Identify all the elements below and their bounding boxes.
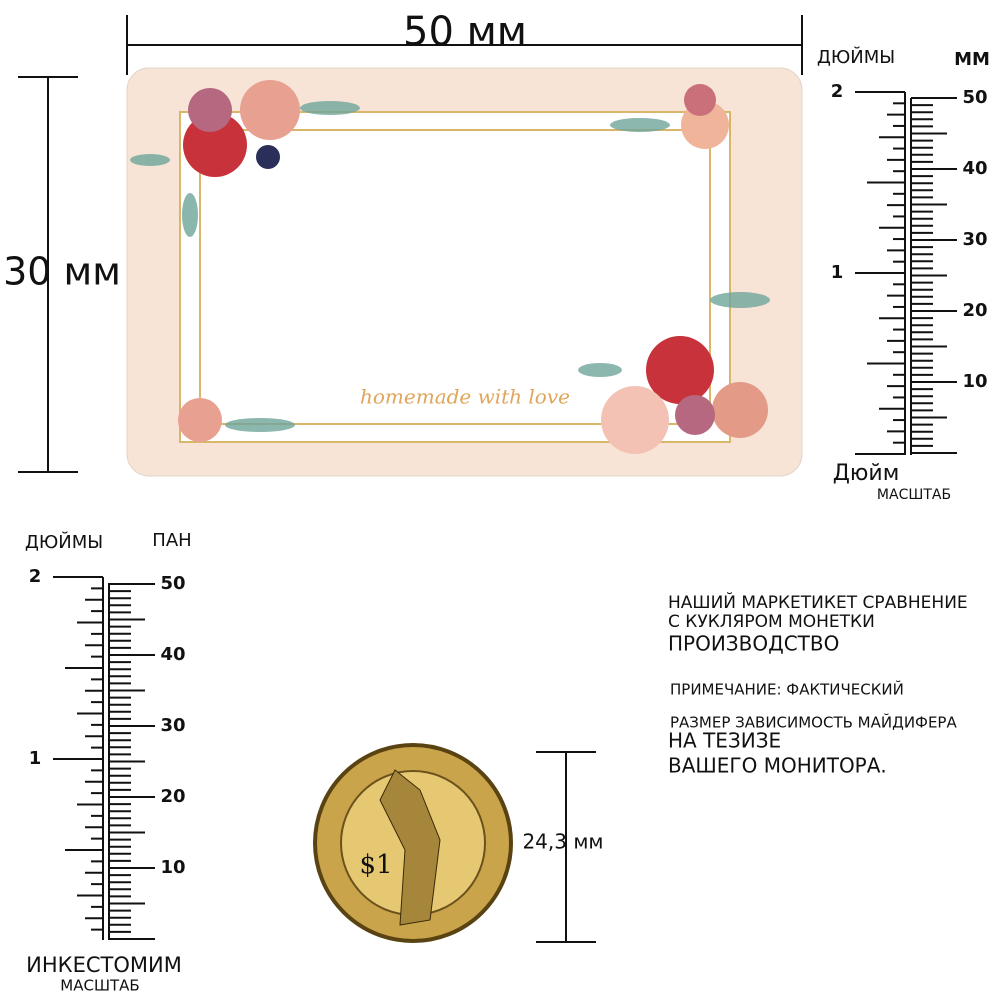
ruler-mm-label: 30: [962, 229, 987, 250]
note: НАШИЙ МАРКЕТИКЕТ СРАВНЕНИЕ С КУКЛЯРОМ МО…: [668, 591, 968, 778]
ruler-inch-label: 1: [29, 748, 42, 769]
note-line: С КУКЛЯРОМ МОНЕТКИ: [668, 612, 875, 632]
ruler-footer-sub: МАСШТАБ: [60, 977, 139, 995]
note-line: ПРОИЗВОДСТВО: [668, 632, 839, 656]
note-line: РАЗМЕР ЗАВИСИМОСТЬ МАЙДИФЕРА: [670, 713, 957, 732]
ruler-mm-label: 10: [160, 857, 185, 878]
ruler-mm-label: 20: [160, 786, 185, 807]
ruler-inch-label: 2: [831, 81, 844, 102]
ruler-footer-sub: МАСШТАБ: [877, 487, 951, 503]
ruler-mm-label: 50: [160, 573, 185, 594]
note-line: НА ТЕЗИЗЕ: [668, 729, 781, 753]
ruler-mm-label: 50: [962, 87, 987, 108]
ruler-mm-label: 10: [962, 371, 987, 392]
coin-denomination: $1: [359, 850, 392, 880]
ruler-mm-label: 20: [962, 300, 987, 321]
gold-frame: [179, 111, 731, 443]
card-script-text: homemade with love: [360, 385, 570, 409]
coin: [313, 743, 513, 943]
ruler-footer: ИНКЕСТОМИМ: [26, 953, 182, 977]
note-line: ВАШЕГО МОНИТОРА.: [668, 754, 887, 778]
gold-frame: [199, 129, 711, 425]
ruler-inch-label: 1: [831, 262, 844, 283]
ruler-inch-label: 2: [29, 566, 42, 587]
ruler-inch-header: ДЮЙМЫ: [817, 46, 895, 68]
ruler-mm-label: 30: [160, 715, 185, 736]
width-label: 50 мм: [403, 9, 527, 55]
ruler-footer: Дюйм: [833, 461, 900, 486]
ruler-inch-header: ДЮЙМЫ: [25, 531, 103, 553]
height-label: 30 мм: [3, 250, 121, 294]
ruler-mm-label: 40: [160, 644, 185, 665]
ruler-mm-label: 40: [962, 158, 987, 179]
ruler-mm-header: ПАН: [152, 530, 191, 551]
note-line: НАШИЙ МАРКЕТИКЕТ СРАВНЕНИЕ: [668, 591, 968, 613]
ruler-mm-header: ММ: [954, 49, 990, 70]
coin-size-label: 24,3 мм: [522, 830, 603, 854]
dimension-lines: [18, 15, 803, 943]
note-line: ПРИМЕЧАНИЕ: ФАКТИЧЕСКИЙ: [670, 680, 904, 699]
flowers: [130, 80, 770, 454]
